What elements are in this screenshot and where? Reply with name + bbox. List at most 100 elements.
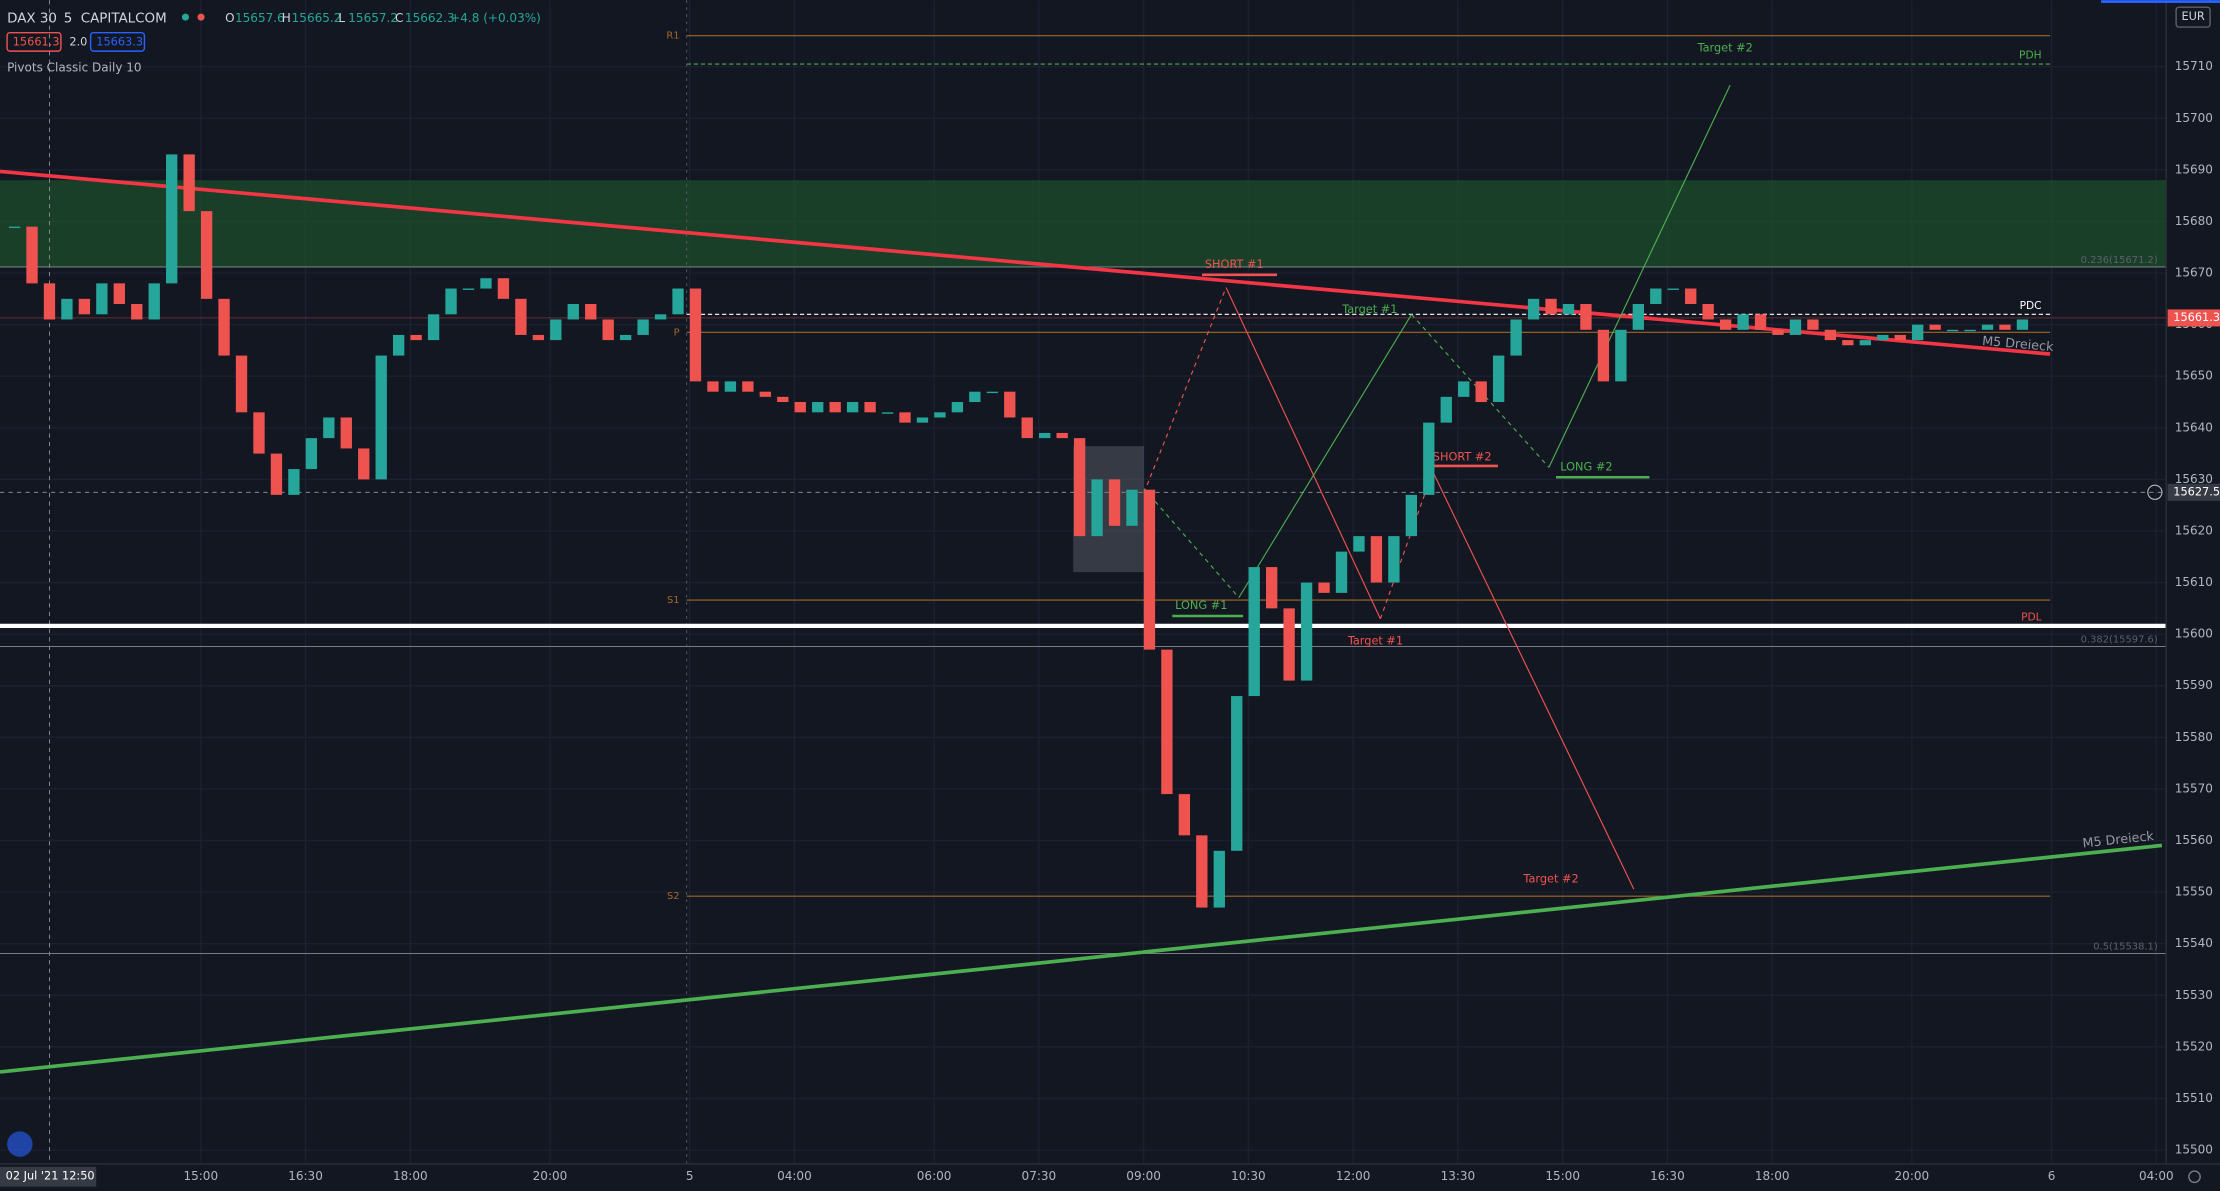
- candle: [1842, 340, 1854, 346]
- projection-arrow: [1548, 84, 1731, 468]
- x-tick-label: 16:30: [288, 1169, 323, 1183]
- ohlc-label: L: [338, 11, 345, 25]
- y-tick-label: 15700: [2175, 111, 2213, 125]
- candle: [200, 211, 213, 299]
- candle: [497, 278, 510, 299]
- candle: [1632, 303, 1644, 330]
- x-tick-label: 20:00: [533, 1169, 568, 1183]
- candle: [131, 303, 143, 320]
- y-tick-label: 15540: [2175, 936, 2213, 950]
- annotation: Target #1: [1341, 302, 1397, 316]
- projection-arrow: [1143, 287, 1227, 494]
- candle: [969, 391, 981, 403]
- y-tick-label: 15520: [2175, 1039, 2213, 1053]
- candle: [305, 438, 318, 470]
- candle: [393, 334, 405, 356]
- x-tick-label: 06:00: [917, 1169, 952, 1183]
- candle: [759, 391, 771, 397]
- trendline-green: [0, 843, 2163, 1074]
- projection-arrow: [1379, 471, 1434, 620]
- candle: [1894, 334, 1906, 341]
- projection-arrow: [1432, 471, 1635, 890]
- candle: [166, 154, 178, 284]
- x-tick-label: 16:30: [1650, 1169, 1685, 1183]
- candle: [1650, 288, 1662, 304]
- x-tick-label: 13:30: [1441, 1169, 1476, 1183]
- candle: [410, 334, 422, 341]
- last-price: 15661.3: [2173, 310, 2220, 324]
- y-tick-label: 15500: [2175, 1143, 2213, 1157]
- candle: [1545, 298, 1557, 315]
- candle: [1266, 567, 1278, 609]
- candle: [1702, 303, 1714, 320]
- candle: [1615, 329, 1627, 382]
- x-tick-label: 6: [2048, 1169, 2056, 1183]
- candle: [8, 226, 21, 229]
- candle: [427, 314, 440, 341]
- candle: [1126, 489, 1138, 526]
- y-tick-label: 15650: [2175, 369, 2213, 383]
- fib-label: 0.382(15597.6): [2081, 634, 2158, 645]
- candle: [1877, 334, 1889, 341]
- candle: [1178, 794, 1191, 836]
- pivot-label: P: [674, 327, 680, 338]
- last-price-box: [2167, 309, 2220, 327]
- candle: [1562, 303, 1575, 315]
- ask-box: [89, 32, 146, 52]
- candle: [1964, 329, 1976, 332]
- ohlc-value: 15665.2: [292, 11, 342, 25]
- candle: [1946, 329, 1959, 332]
- y-tick-label: 15530: [2175, 988, 2213, 1002]
- candle: [777, 396, 789, 403]
- candle: [358, 448, 370, 480]
- candle: [1318, 582, 1330, 593]
- y-tick-label: 15610: [2175, 575, 2213, 589]
- candle: [26, 226, 38, 284]
- annotation: Target #2: [1522, 871, 1578, 885]
- x-tick-label: 18:00: [393, 1169, 428, 1183]
- settings-icon[interactable]: [2188, 1170, 2201, 1184]
- x-tick-label: 09:00: [1126, 1169, 1161, 1183]
- y-tick-label: 15570: [2175, 781, 2213, 795]
- ohlc-label: C: [395, 11, 403, 25]
- candle: [689, 288, 702, 382]
- candle: [1458, 381, 1470, 397]
- candle: [1685, 288, 1697, 304]
- annotation: LONG #1: [1175, 598, 1227, 612]
- x-tick-label: 04:00: [777, 1169, 812, 1183]
- ohlc-value: 15657.2: [348, 11, 398, 25]
- candle: [916, 417, 929, 423]
- status-dot: [197, 13, 205, 21]
- candle: [235, 355, 248, 413]
- bid: 15661.3: [13, 35, 60, 49]
- ask: 15663.3: [96, 35, 143, 49]
- crosshair-price-box: [2167, 483, 2220, 501]
- candle: [1161, 649, 1173, 795]
- candle: [1248, 567, 1260, 697]
- annotation: Target #2: [1697, 40, 1753, 54]
- candle: [742, 381, 754, 392]
- candle: [1073, 438, 1086, 537]
- logo-icon[interactable]: [7, 1131, 33, 1157]
- candle: [375, 355, 387, 480]
- projection-arrow: [1143, 488, 1240, 598]
- pivot-label: R1: [666, 31, 679, 42]
- candle: [340, 417, 352, 449]
- candle: [951, 402, 964, 413]
- crosshair-price: 15627.5: [2173, 484, 2220, 498]
- crosshair-plus: [2147, 484, 2163, 500]
- candle: [1004, 391, 1016, 418]
- spread: 2.0: [69, 35, 87, 49]
- candle: [864, 402, 876, 413]
- candle: [1388, 536, 1400, 583]
- candle: [1597, 329, 1610, 382]
- candle: [1824, 329, 1837, 341]
- candle: [253, 412, 265, 454]
- candle: [619, 334, 632, 341]
- pivot-label: S1: [667, 595, 680, 606]
- y-tick-label: 15640: [2175, 420, 2213, 434]
- candle: [1231, 696, 1243, 851]
- trendline-red: [0, 169, 2051, 356]
- x-tick-label: 15:00: [183, 1169, 218, 1183]
